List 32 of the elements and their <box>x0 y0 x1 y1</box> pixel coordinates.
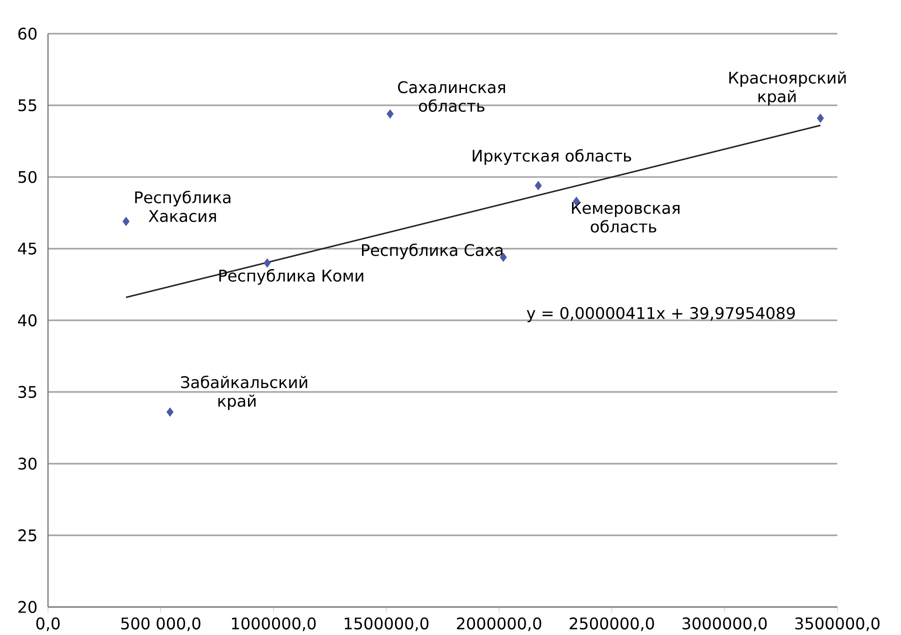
y-tick-label: 20 <box>18 600 37 614</box>
annotation: Республика Хакасия <box>135 190 230 222</box>
point <box>816 114 824 123</box>
point <box>534 181 542 190</box>
point <box>122 216 130 226</box>
y-tick-label: 30 <box>18 458 37 470</box>
annotation: y = 0,00000411x + 39,97954089 <box>526 306 795 322</box>
y-tick-label: 60 <box>18 28 37 40</box>
x-tick-label: 2000000,0 <box>456 617 542 632</box>
x-tick-label: 0,0 <box>36 617 60 632</box>
x-tick-label: 3000000,0 <box>682 617 767 632</box>
y-tick-label: 40 <box>18 314 37 326</box>
annotation: Иркутская область <box>472 149 632 165</box>
y-tick-label: 45 <box>18 242 36 255</box>
y-tick-label: 55 <box>18 99 36 112</box>
x-tick-label: 1000000,0 <box>232 617 316 632</box>
y-tick-label: 35 <box>18 386 36 398</box>
annotation: Кемеровская область <box>572 202 680 233</box>
annotation: Красноярский край <box>729 71 846 106</box>
point <box>166 408 174 417</box>
y-tick-label: 25 <box>18 529 36 542</box>
x-tick-label: 1500000,0 <box>344 617 428 632</box>
x-tick-label: 500 000,0 <box>121 617 200 632</box>
point <box>264 258 271 268</box>
x-tick-label: 3500000,0 <box>795 617 880 632</box>
x-tick-label: 2500000,0 <box>570 617 654 632</box>
annotation: Республика Саха <box>362 243 502 260</box>
annotation: Сахалинская область <box>398 81 505 112</box>
annotation: Забайкальский край <box>181 376 308 410</box>
y-tick-label: 50 <box>18 170 37 184</box>
annotation: Республика Коми <box>219 269 364 285</box>
point <box>386 109 394 118</box>
